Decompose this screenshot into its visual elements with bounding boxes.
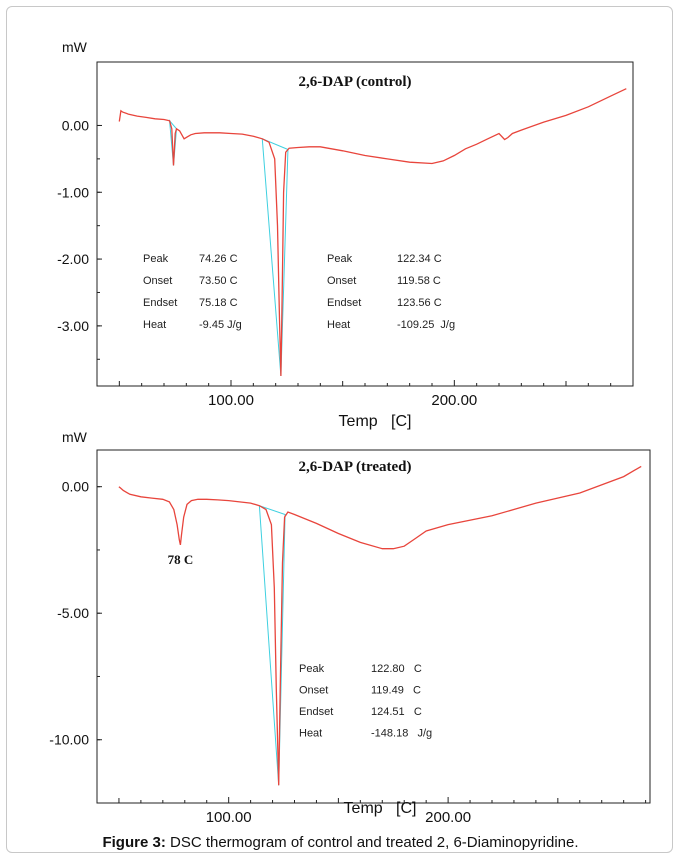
y-tick-label: -3.00 [57, 318, 89, 334]
y-tick-label: 0.00 [62, 117, 89, 133]
annotation-label: Heat [327, 319, 350, 331]
annotation-label: Onset [143, 275, 172, 287]
chart-treated-x-ticks: 100.00 200.00 [118, 797, 647, 826]
chart-control-ylabel: mW [62, 39, 88, 55]
chart-control-xlabel: Temp [C] [339, 413, 412, 430]
annotation-value: 73.50 C [199, 275, 238, 287]
figure-caption-label: Figure 3: [102, 834, 166, 851]
figure-caption-text: DSC thermogram of control and treated 2,… [165, 834, 579, 851]
annotation-value: -148.18 J/g [371, 728, 432, 740]
annotation-label: Endset [299, 706, 333, 718]
annotation-label: Peak [327, 253, 353, 265]
figure-frame [6, 6, 673, 853]
annotation-label: Heat [143, 319, 166, 331]
annotation-value: -9.45 J/g [199, 319, 242, 331]
annotation-value: 124.51 C [371, 706, 422, 718]
chart-treated-y-ticks: 0.00 -5.00 -10.00 [49, 479, 102, 804]
chart-treated-peak-labels: 78 C [168, 552, 194, 567]
y-tick-label: 0.00 [62, 479, 89, 495]
annotation-label: Onset [299, 685, 328, 697]
y-tick-label: -5.00 [57, 605, 89, 621]
chart-control-curve [118, 88, 627, 377]
chart-control-title: 2,6-DAP (control) [298, 74, 411, 90]
annotation-value: 119.58 C [397, 275, 441, 287]
annotation-value: 74.26 C [199, 253, 238, 265]
annotation-value: 119.49 C [371, 685, 421, 697]
chart-control: mW 2,6-DAP (control) 0.00 -1.00 -2.00 -3.00… [57, 39, 634, 430]
annotation-value: -109.25 J/g [397, 319, 455, 331]
annotation-value: 75.18 C [199, 297, 238, 309]
annotation-label: Onset [327, 275, 356, 287]
chart-treated-xlabel: Temp [C] [344, 800, 417, 817]
x-tick-label: 200.00 [431, 392, 477, 409]
y-tick-label: -2.00 [57, 251, 89, 267]
x-tick-label: 100.00 [206, 809, 252, 826]
chart-control-baselines [168, 119, 289, 377]
annotation-value: 122.34 C [397, 253, 442, 265]
chart-treated-baselines [258, 504, 286, 786]
chart-treated: mW 2,6-DAP (treated) 0.00 -5.00 -10.00 100… [49, 430, 651, 826]
figure-caption: Figure 3: DSC thermogram of control and … [0, 834, 681, 851]
annotation-value: 123.56 C [397, 297, 442, 309]
x-tick-label: 100.00 [208, 392, 254, 409]
chart-treated-curve [118, 465, 642, 786]
chart-control-y-ticks: 0.00 -1.00 -2.00 -3.00 [57, 117, 102, 360]
annotation-label: Peak [299, 663, 325, 675]
chart-treated-ylabel: mW [62, 430, 88, 445]
chart-treated-annotations: Peak 122.80 C Onset 119.49 C Endset 124.51 C H… [299, 663, 432, 740]
integration-baseline [258, 504, 286, 786]
annotation-label: Endset [143, 297, 177, 309]
peak-label: 78 C [168, 552, 194, 567]
chart-control-plot-area [96, 61, 634, 387]
annotation-value: 122.80 C [371, 663, 422, 675]
chart-treated-title: 2,6-DAP (treated) [298, 459, 411, 475]
annotation-label: Endset [327, 297, 361, 309]
chart-control-annotations: Peak 74.26 C Onset 73.50 C Endset 75.18 C Heat… [143, 253, 455, 331]
y-tick-label: -10.00 [49, 732, 89, 748]
chart-treated-plot-area [96, 449, 651, 804]
annotation-label: Peak [143, 253, 169, 265]
annotation-label: Heat [299, 728, 322, 740]
integration-baseline [261, 138, 289, 377]
y-tick-label: -1.00 [57, 184, 89, 200]
chart-control-x-ticks: 100.00 200.00 [118, 380, 634, 409]
x-tick-label: 200.00 [425, 809, 471, 826]
